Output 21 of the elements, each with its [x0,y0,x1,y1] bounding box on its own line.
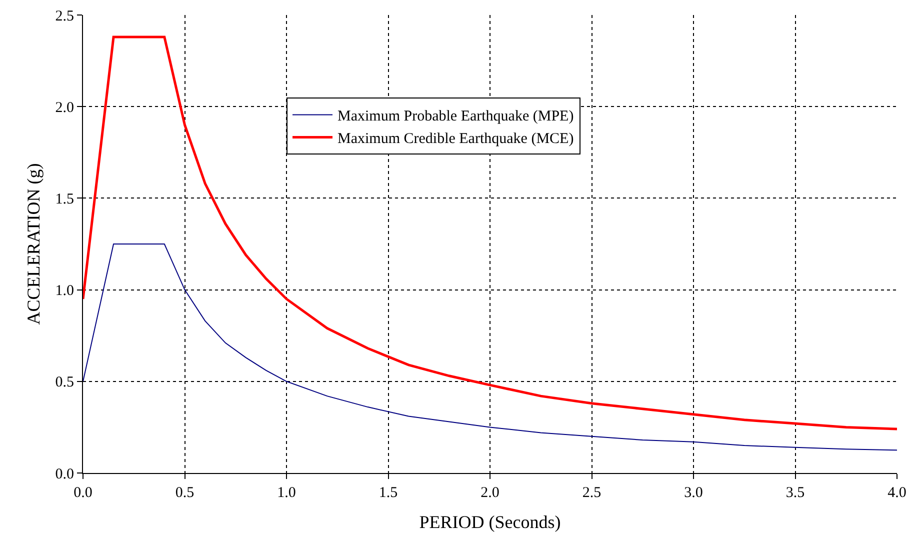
x-tick-label: 3.5 [786,485,805,501]
y-tick-label: 2.0 [55,100,74,116]
x-tick-label: 2.0 [480,485,500,501]
x-tick-label: 3.0 [684,485,703,501]
x-axis-title: PERIOD (Seconds) [419,512,561,532]
x-tick-label: 2.5 [582,485,602,501]
x-tick-label: 0.0 [74,485,92,501]
x-tick-label: 4.0 [888,485,906,501]
y-tick-label: 1.0 [55,283,74,300]
y-axis-title: ACCELERATION (g) [23,163,44,325]
x-tick-label: 0.5 [175,485,194,501]
y-tick-label: 0.0 [55,466,74,482]
line-series [83,244,897,451]
y-tick-label: 2.5 [55,8,74,24]
line-series [83,36,897,430]
legend-label: Maximum Credible Earthquake (MCE) [338,131,574,148]
x-tick-label: 1.0 [277,485,296,501]
y-tick-label: 1.5 [55,191,74,208]
y-tick-label: 0.5 [55,374,74,391]
x-tick-label: 1.5 [378,485,398,501]
legend-label: Maximum Probable Earthquake (MPE) [338,108,574,125]
